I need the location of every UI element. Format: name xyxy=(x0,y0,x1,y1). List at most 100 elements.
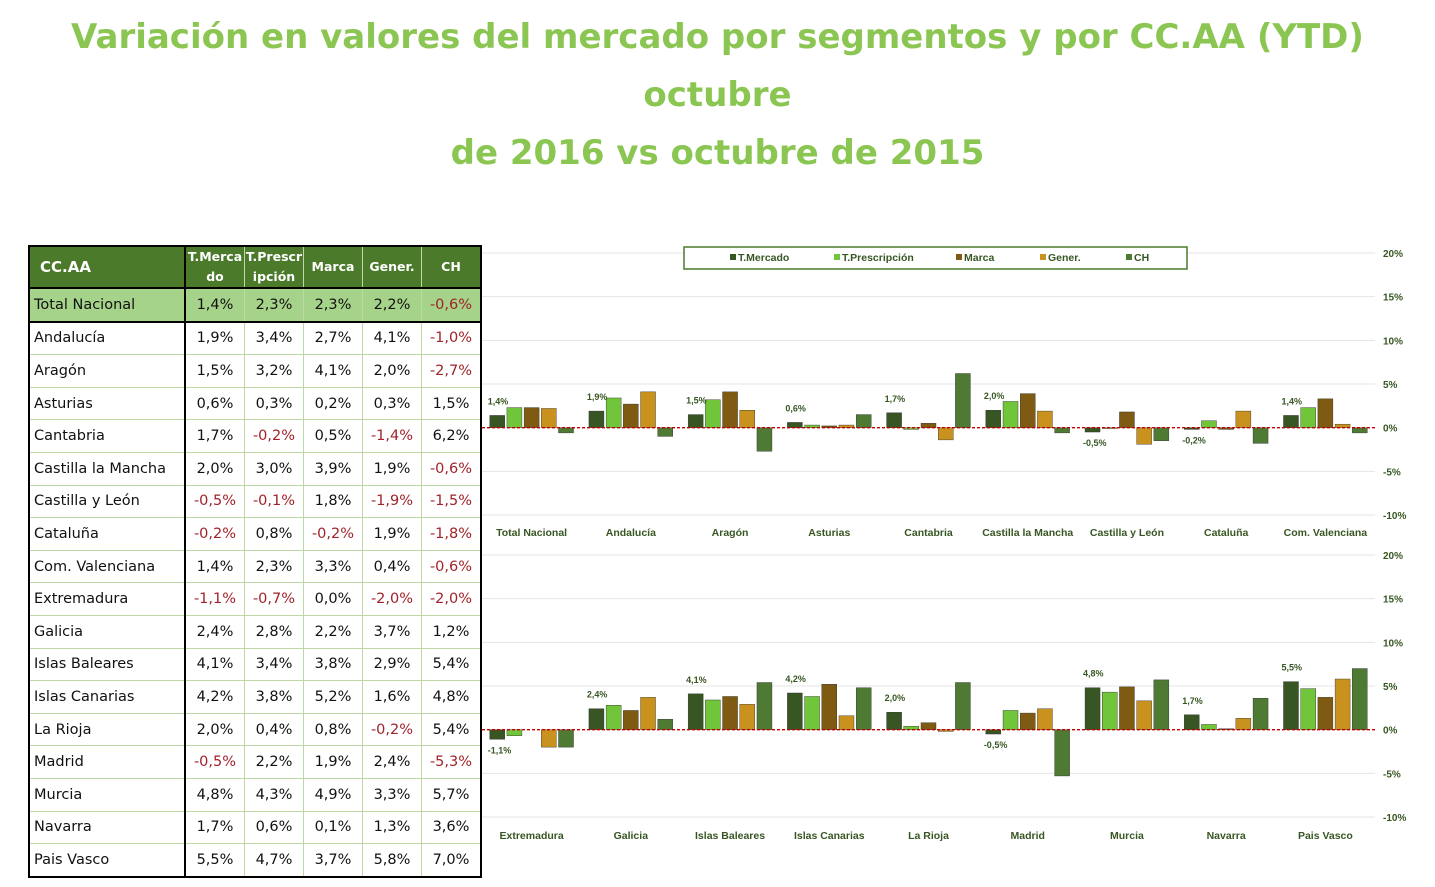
region-cell: Com. Valenciana xyxy=(28,549,186,584)
data-label: -0,5% xyxy=(1083,438,1107,448)
bar xyxy=(821,684,837,730)
bar xyxy=(855,687,872,730)
table-row: Castilla y León -0,5% -0,1% 1,8% -1,9% -1,5% xyxy=(28,484,482,519)
bar xyxy=(838,424,855,428)
bar xyxy=(623,403,639,428)
bar xyxy=(920,423,937,428)
value-cell: 5,8% xyxy=(362,843,422,878)
bar xyxy=(1334,678,1351,730)
bar xyxy=(787,422,803,428)
data-label: 1,4% xyxy=(488,396,509,406)
bar xyxy=(1020,712,1036,730)
bar xyxy=(903,725,919,730)
bar xyxy=(985,410,1002,428)
data-label: -1,1% xyxy=(488,745,512,755)
value-cell: 3,6% xyxy=(421,810,482,845)
bar xyxy=(657,427,673,437)
bar xyxy=(1317,697,1334,730)
table-row: Galicia 2,4% 2,8% 2,2% 3,7% 1,2% xyxy=(28,614,482,649)
column-header: T.Prescr ipción xyxy=(244,245,304,289)
y-tick-label: 0% xyxy=(1383,726,1398,737)
legend-label: CH xyxy=(1134,252,1149,264)
page-title-line2: de 2016 vs octubre de 2015 xyxy=(450,133,985,173)
category-label: Com. Valenciana xyxy=(1284,527,1368,539)
bar xyxy=(1136,427,1152,445)
bar xyxy=(657,718,673,730)
table-row: Aragón 1,5% 3,2% 4,1% 2,0% -2,7% xyxy=(28,354,482,388)
bar xyxy=(955,682,971,730)
legend-swatch xyxy=(730,254,736,260)
column-header-text: Marca xyxy=(311,259,355,274)
bar xyxy=(489,415,505,428)
data-label: -0,2% xyxy=(1182,435,1206,445)
value-cell: -1,1% xyxy=(184,582,245,616)
value-cell: 1,2% xyxy=(421,614,482,649)
bar xyxy=(855,414,872,428)
value-cell: 1,7% xyxy=(184,419,245,453)
table-row: Murcia 4,8% 4,3% 4,9% 3,3% 5,7% xyxy=(28,777,482,812)
bar xyxy=(1054,427,1070,434)
bar xyxy=(623,710,639,730)
bar xyxy=(605,397,622,428)
table-row: Cataluña -0,2% 0,8% -0,2% 1,9% -1,8% xyxy=(28,517,482,551)
bar xyxy=(739,704,755,730)
bar xyxy=(1002,710,1019,730)
bar xyxy=(705,699,721,730)
value-cell: -0,6% xyxy=(421,287,482,323)
value-cell: 5,4% xyxy=(421,712,482,747)
bar xyxy=(756,427,773,452)
bar xyxy=(705,399,721,428)
value-cell: 0,3% xyxy=(362,386,422,421)
value-cell: -0,5% xyxy=(184,484,245,519)
value-cell: 1,9% xyxy=(362,517,422,551)
y-tick-label: 10% xyxy=(1383,638,1403,649)
legend-label: T.Prescripción xyxy=(842,252,914,264)
bar xyxy=(1002,401,1019,428)
data-label: -0,5% xyxy=(984,740,1008,750)
bar xyxy=(1054,729,1070,777)
value-cell: 0,3% xyxy=(244,386,304,421)
y-tick-label: 10% xyxy=(1383,336,1403,347)
value-cell: 7,0% xyxy=(421,843,482,878)
category-label: Castilla y León xyxy=(1090,527,1164,539)
bar xyxy=(523,407,540,428)
column-header: CH xyxy=(421,245,482,289)
column-header-text: T.Prescr xyxy=(245,249,303,264)
bar xyxy=(558,729,574,748)
bar xyxy=(886,712,902,730)
table-row: Navarra 1,7% 0,6% 0,1% 1,3% 3,6% xyxy=(28,810,482,845)
bar xyxy=(1218,427,1234,430)
bar xyxy=(1300,407,1316,428)
table-row: Extremadura -1,1% -0,7% 0,0% -2,0% -2,0% xyxy=(28,582,482,616)
region-cell: La Rioja xyxy=(28,712,186,747)
region-cell: Castilla la Mancha xyxy=(28,451,186,486)
legend-label: Marca xyxy=(964,252,995,264)
region-cell: Extremadura xyxy=(28,582,186,616)
bar xyxy=(489,729,505,740)
y-tick-label: 15% xyxy=(1383,293,1403,304)
legend-label: T.Mercado xyxy=(738,252,789,264)
bar xyxy=(985,729,1002,735)
value-cell: -1,4% xyxy=(362,419,422,453)
value-cell: 2,4% xyxy=(362,745,422,779)
value-cell: -2,0% xyxy=(421,582,482,616)
bar xyxy=(1153,679,1170,730)
y-tick-label: -5% xyxy=(1383,467,1401,478)
value-cell: 4,1% xyxy=(303,354,363,388)
bar xyxy=(1184,714,1200,730)
value-cell: -0,2% xyxy=(303,517,363,551)
bar xyxy=(541,729,557,748)
value-cell: -0,6% xyxy=(421,451,482,486)
y-tick-label: 20% xyxy=(1383,551,1403,562)
bar xyxy=(1084,427,1101,433)
region-cell: Islas Canarias xyxy=(28,680,186,714)
bar xyxy=(1201,724,1217,730)
value-cell: 3,8% xyxy=(244,680,304,714)
category-label: Islas Baleares xyxy=(695,830,765,842)
legend-swatch xyxy=(834,254,840,260)
bar xyxy=(938,729,954,732)
legend-swatch xyxy=(956,254,962,260)
value-cell: 5,7% xyxy=(421,777,482,812)
value-cell: 3,3% xyxy=(303,549,363,584)
bar xyxy=(838,715,855,730)
